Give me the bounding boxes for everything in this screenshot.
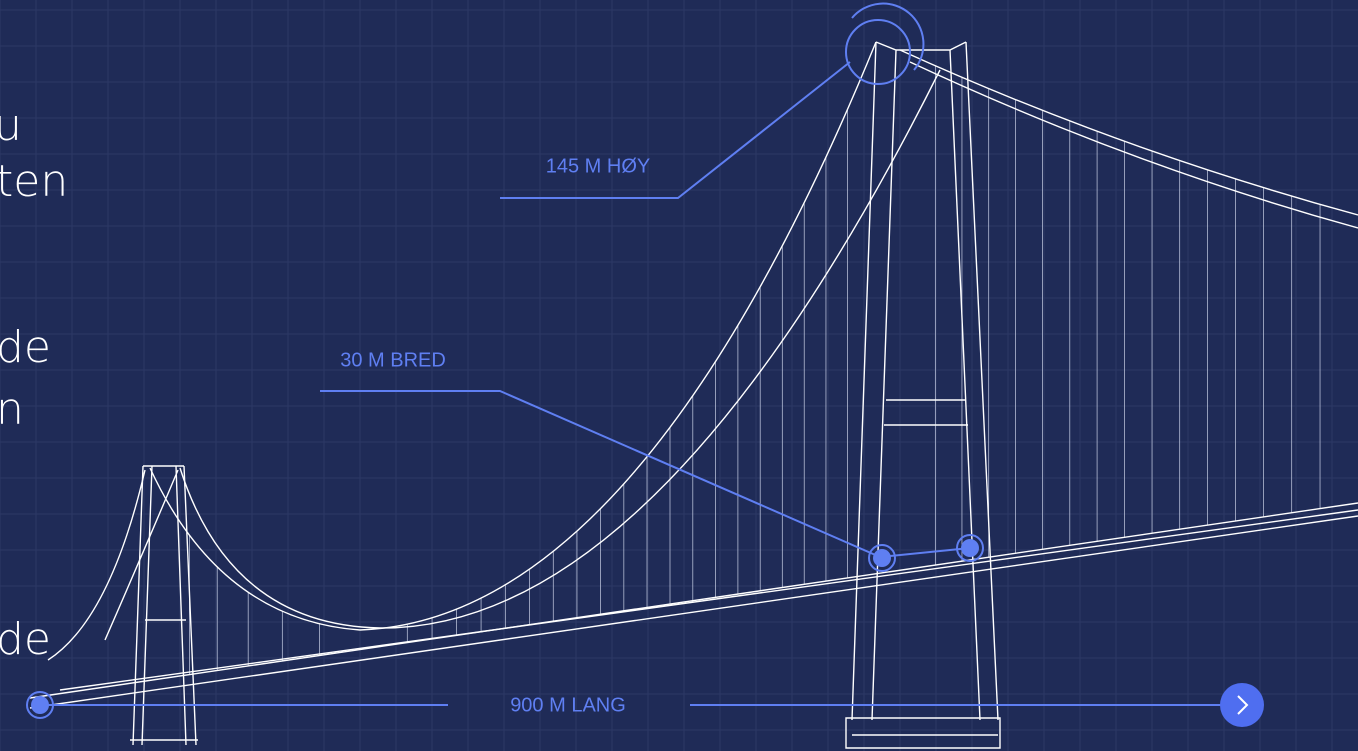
hangers bbox=[189, 65, 1321, 675]
next-button[interactable] bbox=[1220, 683, 1264, 727]
height-label: 145 M HØY bbox=[546, 155, 650, 177]
length-dot-ring bbox=[26, 691, 54, 719]
intro-text: u ten de n de bbox=[0, 100, 68, 665]
length-label: 900 M LANG bbox=[510, 694, 626, 716]
next-button-circle[interactable] bbox=[1220, 683, 1264, 727]
text-fragment: u bbox=[0, 100, 22, 151]
width-leader bbox=[320, 390, 971, 559]
cable bbox=[359, 41, 877, 631]
text-fragment: de bbox=[0, 322, 51, 373]
deck-line bbox=[29, 502, 1358, 699]
height-leader bbox=[500, 61, 851, 199]
width-label: 30 M BRED bbox=[340, 349, 446, 371]
cable bbox=[47, 469, 146, 661]
cable bbox=[104, 469, 179, 641]
text-fragment: ten bbox=[0, 156, 68, 207]
deck-line bbox=[29, 515, 1358, 709]
text-fragment: de bbox=[0, 614, 51, 665]
text-fragment: n bbox=[0, 384, 24, 435]
cable bbox=[149, 467, 361, 631]
width-dot-ring bbox=[868, 544, 896, 572]
left-tower-braces bbox=[130, 619, 198, 741]
tower-braces bbox=[845, 399, 1001, 749]
bridge bbox=[29, 41, 1358, 749]
cable bbox=[909, 61, 1358, 229]
width-dot bbox=[961, 539, 979, 557]
left-tower bbox=[132, 465, 197, 746]
width-dot-ring bbox=[956, 534, 984, 562]
deck-line bbox=[59, 509, 1358, 691]
height-marker bbox=[845, 19, 911, 85]
width-dot bbox=[873, 549, 891, 567]
length-dot bbox=[31, 696, 49, 714]
main-tower bbox=[851, 41, 999, 721]
cable bbox=[899, 49, 1358, 216]
cable bbox=[379, 69, 941, 629]
annotations: 145 M HØY 30 M BRED 900 M LANG bbox=[26, 2, 1264, 727]
cable bbox=[179, 467, 381, 629]
chevron-icon[interactable] bbox=[1237, 695, 1249, 715]
height-marker-arc bbox=[851, 2, 925, 71]
